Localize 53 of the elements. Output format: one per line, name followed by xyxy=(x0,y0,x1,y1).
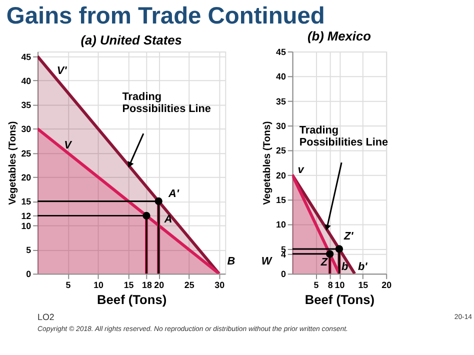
annotation: b xyxy=(342,261,349,274)
y-tick-label: 10 xyxy=(21,220,32,231)
y-tick-label: 25 xyxy=(21,148,32,158)
x-tick-label: 10 xyxy=(334,280,345,290)
y-tick-label: 30 xyxy=(276,120,286,131)
y-tick-label: 20 xyxy=(21,172,32,183)
x-tick-label: 30 xyxy=(214,280,225,290)
x-axis-title: Beef (Tons) xyxy=(304,292,375,307)
x-tick-label: 20 xyxy=(154,280,164,290)
y-axis-title: Vegetables (Tons) xyxy=(262,121,274,205)
y-tick-label: 0 xyxy=(280,269,286,280)
annotation: Trading Possibilities Line xyxy=(299,124,388,148)
y-tick-label: 5 xyxy=(26,244,32,255)
y-axis-title: Vegetables (Tons) xyxy=(7,121,18,205)
y-tick-label: 10 xyxy=(276,220,286,230)
chart-title: (b) Mexico xyxy=(307,28,372,44)
y-tick-label: 45 xyxy=(21,52,32,62)
annotation: b' xyxy=(358,261,368,274)
chart-title: Gains from Trade Continued xyxy=(6,3,325,30)
y-tick-label: 12 xyxy=(21,211,32,222)
annotation: V xyxy=(64,140,72,152)
x-tick-label: 10 xyxy=(94,280,104,290)
x-axis-title: Beef (Tons) xyxy=(97,292,167,307)
y-tick-label: 45 xyxy=(276,46,286,57)
y-tick-label: 35 xyxy=(276,96,286,106)
y-tick-label: 30 xyxy=(21,124,32,134)
y-tick-label: 15 xyxy=(21,196,32,207)
y-tick-label: 0 xyxy=(26,269,32,280)
annotation: A' xyxy=(167,188,180,200)
annotation: A xyxy=(163,214,172,226)
y-tick-label: 15 xyxy=(276,195,286,206)
text: W xyxy=(261,255,274,268)
text: B xyxy=(227,256,236,268)
annotation: V' xyxy=(56,64,68,77)
x-tick-label: 15 xyxy=(358,280,368,290)
x-tick-label: 25 xyxy=(184,280,194,290)
y-tick-label: 40 xyxy=(21,76,32,86)
x-tick-label: 5 xyxy=(314,280,319,290)
y-tick-label: 35 xyxy=(21,100,32,110)
annotation: v xyxy=(298,164,305,176)
annotation: Z' xyxy=(342,230,354,243)
annotation: Trading Possibilities Line xyxy=(122,91,211,116)
y-tick-label: 20 xyxy=(276,170,286,180)
y-tick-label: 40 xyxy=(276,72,286,82)
x-tick-label: 8 xyxy=(328,280,333,290)
y-tick-label: 25 xyxy=(276,146,286,156)
x-tick-label: 15 xyxy=(124,280,134,290)
x-tick-label: 18 xyxy=(142,280,152,290)
text: LO2 xyxy=(38,312,54,322)
x-tick-label: 5 xyxy=(66,280,71,290)
x-tick-label: 20 xyxy=(382,280,392,290)
chart-subtitle: (a) United States xyxy=(80,32,182,48)
annotation: Z xyxy=(320,256,328,268)
